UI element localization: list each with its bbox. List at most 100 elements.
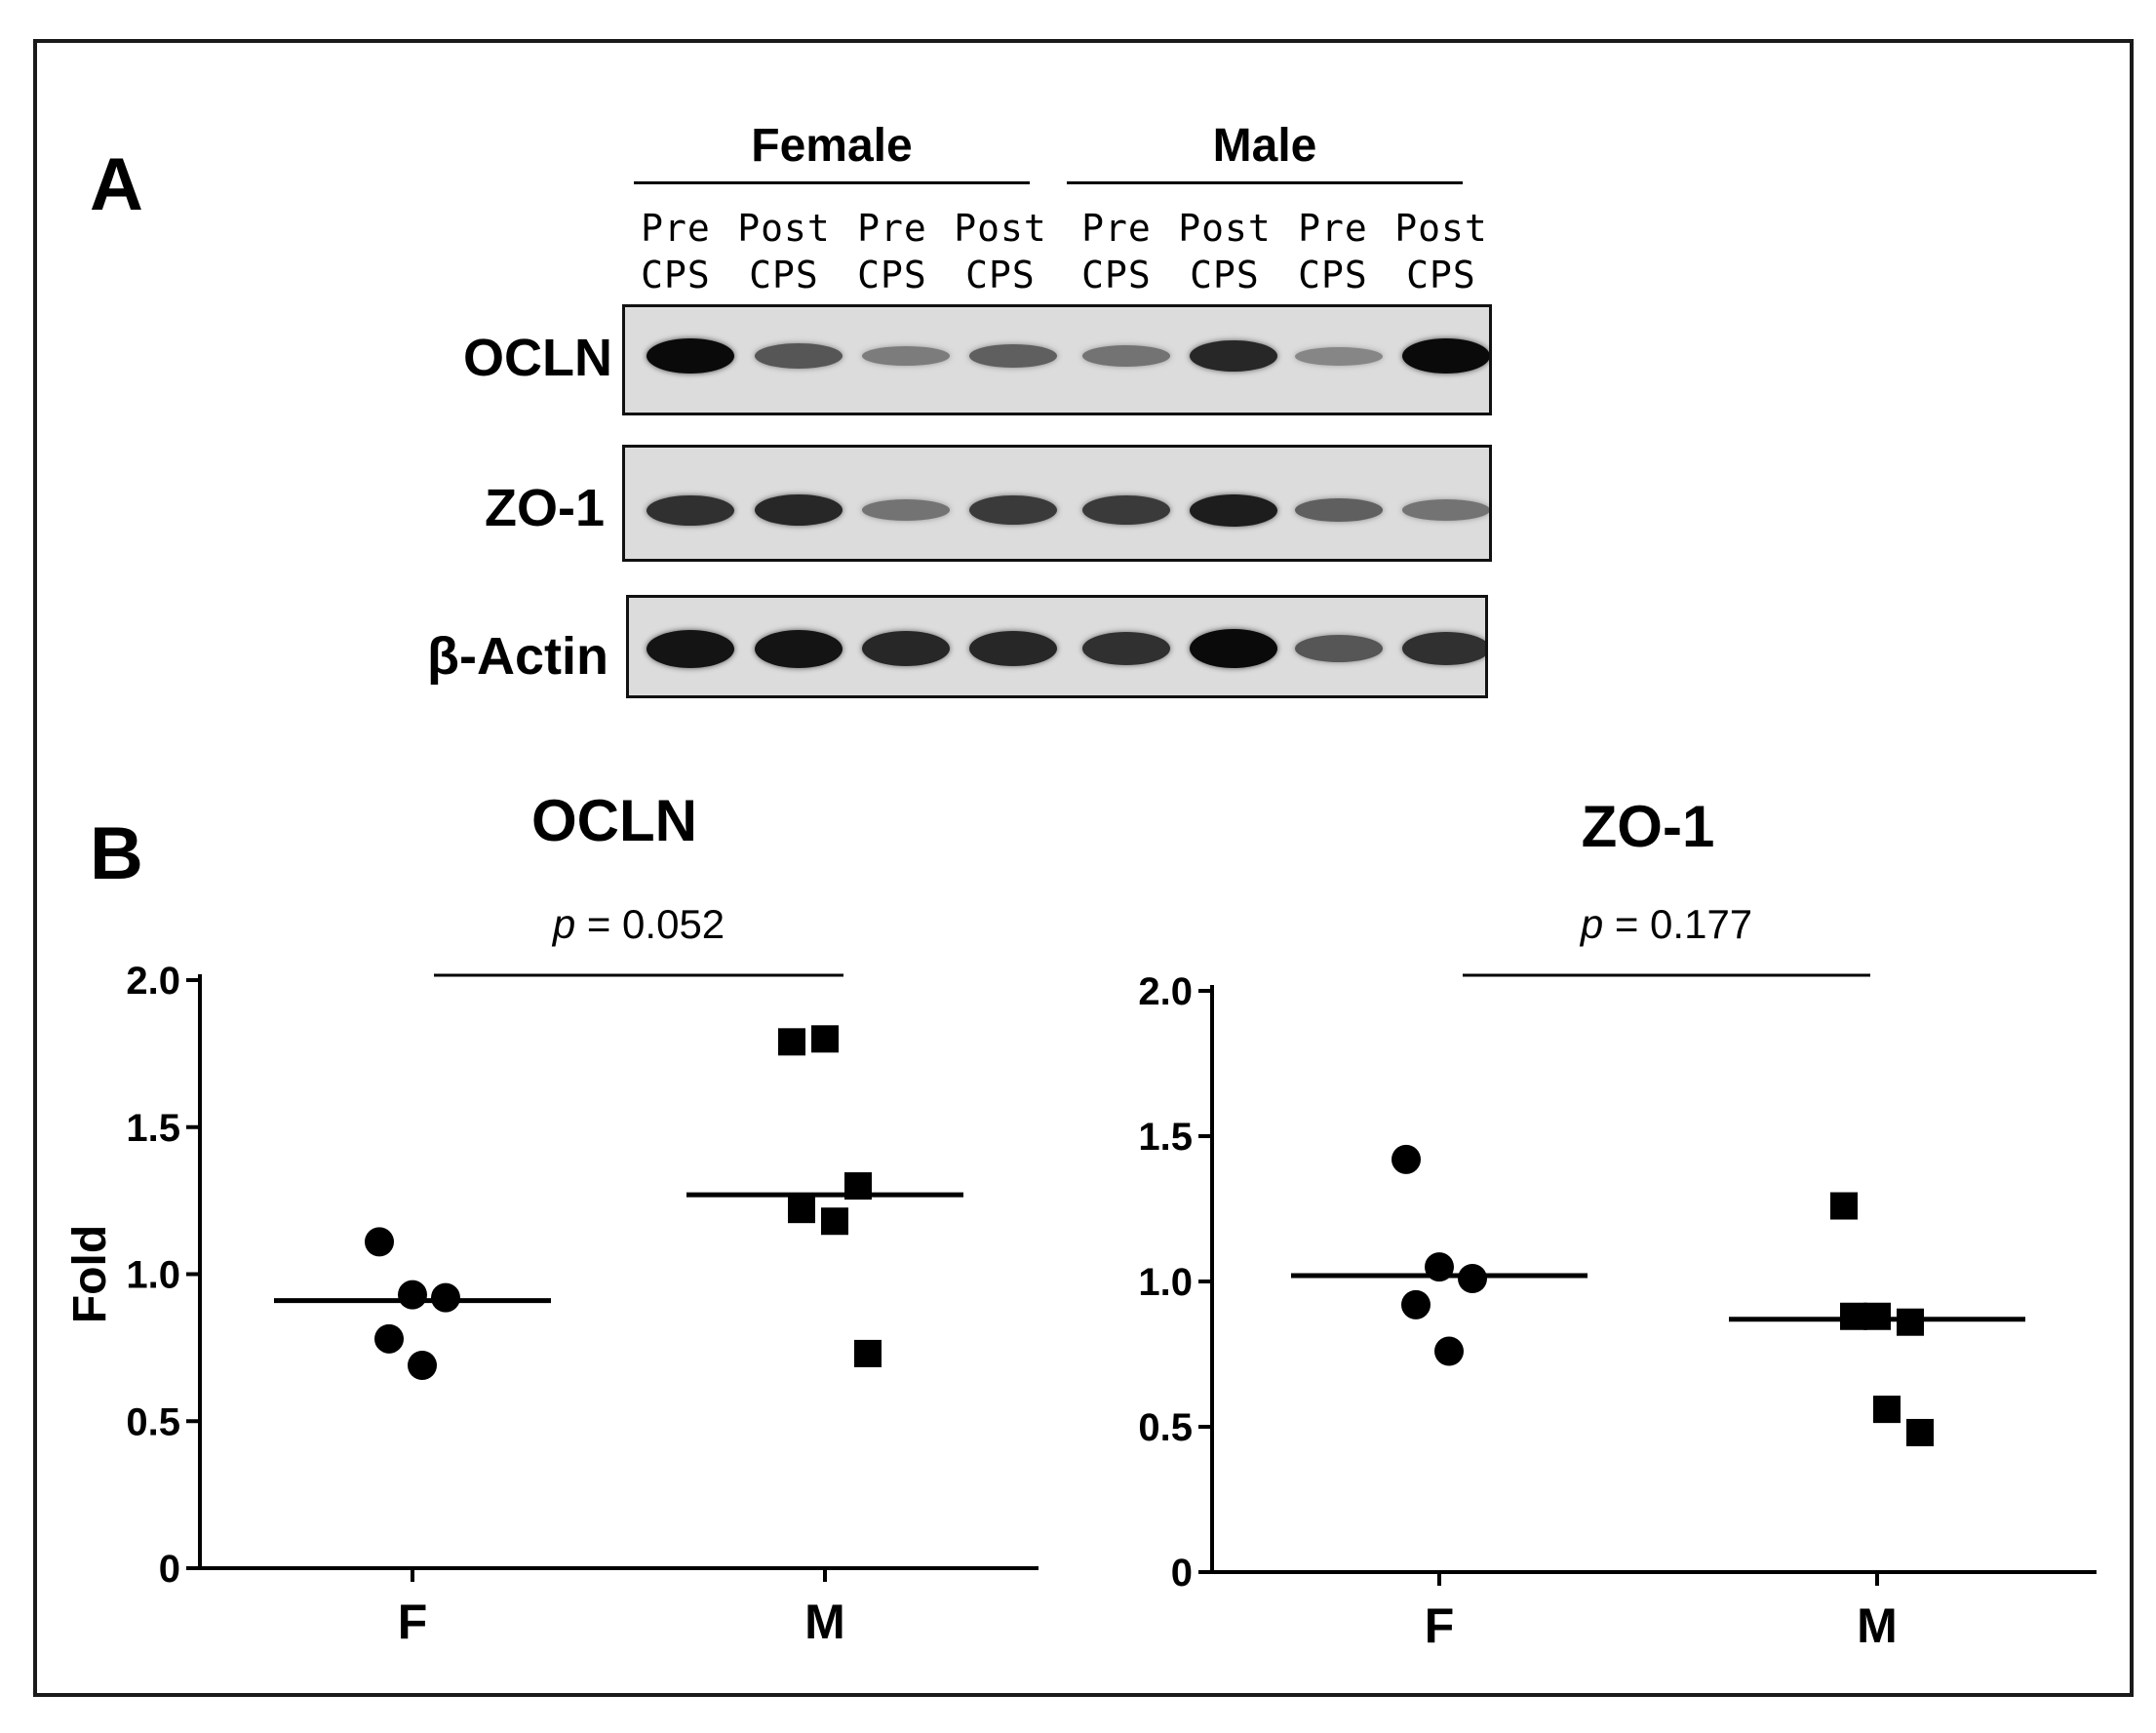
blot-band <box>1190 493 1277 527</box>
lane-label-top: Post <box>737 207 831 250</box>
lane-label-top: Post <box>1178 207 1272 250</box>
data-point-square <box>854 1339 882 1367</box>
y-tick-label: 0.5 <box>1138 1406 1193 1449</box>
group-label-male: Male <box>1212 120 1317 172</box>
data-point-square <box>1873 1396 1901 1424</box>
data-point-circle <box>408 1350 437 1380</box>
lane-label: Post CPS <box>947 205 1054 298</box>
plot-title-zo1: ZO-1 <box>1581 794 1715 859</box>
data-point-square <box>1830 1192 1858 1220</box>
blot-label-zo1: ZO-1 <box>484 479 605 537</box>
lane-label: Post CPS <box>1171 205 1278 298</box>
y-tick-label: 0 <box>159 1548 180 1591</box>
lane-label: Pre CPS <box>1279 205 1387 298</box>
group-label-female: Female <box>751 120 913 172</box>
lane-label: Pre CPS <box>839 205 946 298</box>
plot-title-ocln: OCLN <box>531 788 697 853</box>
figure-frame <box>33 39 2134 1697</box>
y-tick-label: 2.0 <box>1138 970 1193 1013</box>
blot-band <box>969 495 1057 525</box>
panel-b-letter: B <box>90 812 143 895</box>
lane-label-bottom: CPS <box>1298 254 1368 296</box>
data-point-circle <box>374 1323 404 1354</box>
data-point-square <box>1840 1302 1867 1330</box>
data-point-circle <box>1458 1264 1487 1294</box>
x-tick-label: M <box>804 1595 845 1649</box>
group-line-female <box>634 181 1030 184</box>
lane-label: Post CPS <box>730 205 838 298</box>
blot-band <box>1190 629 1277 668</box>
blot-band <box>755 494 843 526</box>
x-tick-label: M <box>1857 1598 1898 1653</box>
lane-label-bottom: CPS <box>1190 254 1260 296</box>
blot-label-ocln: OCLN <box>463 329 612 387</box>
data-point-square <box>811 1025 839 1053</box>
blot-band <box>755 629 843 668</box>
data-point-circle <box>365 1227 394 1257</box>
data-point-circle <box>431 1282 460 1313</box>
lane-label-bottom: CPS <box>641 254 711 296</box>
panel-a-letter: A <box>90 143 143 226</box>
blot-label-beta-actin: β-Actin <box>427 627 608 686</box>
lane-label-bottom: CPS <box>749 254 819 296</box>
y-tick-label: 0 <box>1171 1552 1193 1595</box>
blot-band <box>969 344 1057 368</box>
blot-band <box>1082 632 1170 665</box>
lane-label-bottom: CPS <box>965 254 1036 296</box>
lane-label-top: Post <box>1394 207 1488 250</box>
lane-label-bottom: CPS <box>1406 254 1476 296</box>
blot-band <box>969 631 1057 666</box>
p-value-label: p = 0.177 <box>1579 901 1752 947</box>
data-point-square <box>821 1207 848 1236</box>
y-tick-label: 1.5 <box>126 1107 180 1150</box>
lane-label-top: Pre <box>1298 207 1368 250</box>
blot-band <box>862 346 950 366</box>
data-point-circle <box>1401 1289 1431 1319</box>
data-point-square <box>1897 1308 1924 1336</box>
blot-band <box>647 629 734 668</box>
x-tick-label: F <box>398 1595 428 1649</box>
y-tick-label: 1.5 <box>1138 1116 1193 1159</box>
lane-label-bottom: CPS <box>857 254 927 296</box>
x-tick-label: F <box>1425 1598 1455 1653</box>
blot-band <box>647 338 734 374</box>
data-point-square <box>788 1196 815 1224</box>
lane-label: Post CPS <box>1388 205 1495 298</box>
data-point-square <box>1863 1302 1891 1330</box>
blot-band <box>1402 632 1485 665</box>
blot-band <box>1295 635 1383 662</box>
lane-label: Pre CPS <box>622 205 729 298</box>
data-point-circle <box>1434 1336 1464 1366</box>
blot-band <box>1082 495 1170 525</box>
lane-label-top: Pre <box>641 207 711 250</box>
data-point-circle <box>398 1280 427 1310</box>
blot-band <box>647 494 734 526</box>
blot-band <box>1402 499 1489 521</box>
data-point-circle <box>1392 1144 1421 1174</box>
blot-ocln <box>622 304 1492 415</box>
blot-band <box>862 631 950 666</box>
p-value-label: p = 0.052 <box>551 901 725 947</box>
blot-band <box>1082 345 1170 367</box>
blot-band <box>1295 498 1383 522</box>
blot-band <box>1402 338 1489 374</box>
lane-label-top: Post <box>954 207 1047 250</box>
blot-band <box>1295 346 1383 366</box>
data-point-square <box>1906 1418 1934 1446</box>
y-tick-label: 2.0 <box>126 960 180 1003</box>
lane-label-top: Pre <box>857 207 927 250</box>
blot-band <box>755 343 843 369</box>
y-axis-label: Fold <box>64 1225 116 1323</box>
blot-band <box>1190 340 1277 372</box>
y-tick-label: 1.0 <box>126 1254 180 1297</box>
data-point-square <box>778 1028 805 1056</box>
lane-label-top: Pre <box>1081 207 1152 250</box>
blot-zo1 <box>622 445 1492 562</box>
lane-label: Pre CPS <box>1063 205 1170 298</box>
group-line-male <box>1067 181 1463 184</box>
blot-band <box>862 499 950 521</box>
y-tick-label: 1.0 <box>1138 1261 1193 1304</box>
blot-beta-actin <box>626 595 1488 698</box>
y-tick-label: 0.5 <box>126 1400 180 1443</box>
